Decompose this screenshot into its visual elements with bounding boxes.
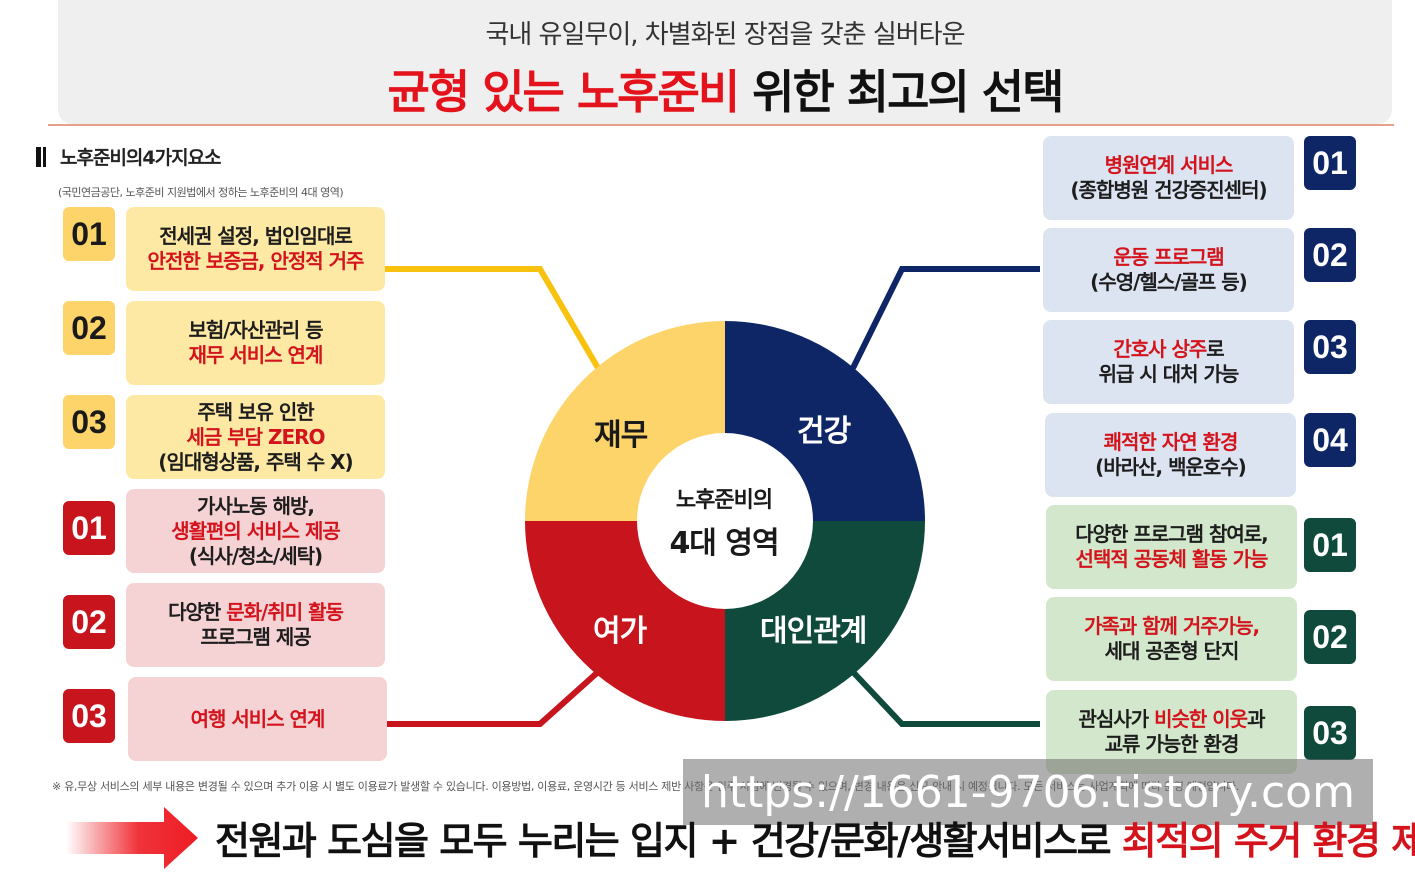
- quadrant-label-relations: 대인관계: [760, 614, 867, 649]
- relation-1-line2: 선택적 공동체 활동 가능: [1075, 547, 1269, 571]
- finance-num-3: 03: [63, 395, 115, 449]
- health-num-1: 01: [1304, 136, 1356, 190]
- health-3-line1-red: 간호사 상주: [1113, 337, 1207, 361]
- finance-num-1: 01: [63, 207, 115, 261]
- relation-2-line2: 세대 공존형 단지: [1104, 639, 1240, 663]
- header-title: 균형 있는 노후준비 위한 최고의 선택: [58, 56, 1392, 122]
- section-title-text: 노후준비의4가지요소: [60, 147, 222, 169]
- center-label: 노후준비의 4대 영역: [654, 482, 794, 562]
- quadrant-label-leisure: 여가: [593, 614, 647, 649]
- health-3-line1: 간호사 상주로: [1113, 337, 1224, 362]
- finance-3-line2: 세금 부담 ZERO: [186, 424, 325, 449]
- health-box-3: 간호사 상주로 위급 시 대처 가능: [1043, 320, 1294, 404]
- leisure-2-line2: 프로그램 제공: [200, 625, 311, 649]
- center-line1: 노후준비의: [675, 488, 773, 513]
- health-num-4: 04: [1304, 413, 1356, 467]
- leisure-box-3: 여행 서비스 연계: [128, 677, 387, 761]
- relation-3-line1: 관심사가 비슷한 이웃과: [1078, 707, 1266, 732]
- health-box-2: 운동 프로그램 (수영/헬스/골프 등): [1043, 228, 1294, 312]
- health-4-line1: 쾌적한 자연 환경: [1103, 430, 1239, 454]
- finance-box-1: 전세권 설정, 법인임대로 안전한 보증금, 안정적 거주: [126, 207, 385, 291]
- section-bar-icon: [36, 146, 46, 167]
- header-title-red: 균형 있는 노후준비: [387, 65, 741, 119]
- connector-relations: [850, 669, 1040, 727]
- relation-box-2: 가족과 함께 거주가능, 세대 공존형 단지: [1046, 597, 1297, 681]
- relation-num-1: 01: [1304, 518, 1356, 572]
- finance-num-2: 02: [63, 301, 115, 355]
- header-divider: [48, 124, 1394, 126]
- finance-2-line1: 보험/자산관리 등: [188, 318, 323, 342]
- finance-box-3: 주택 보유 인한 세금 부담 ZERO (임대형상품, 주택 수 X): [126, 395, 385, 479]
- leisure-3-line1: 여행 서비스 연계: [190, 706, 326, 731]
- leisure-2-line1-black: 다양한: [168, 600, 227, 624]
- connector-leisure: [387, 669, 601, 727]
- health-2-line1: 운동 프로그램: [1113, 245, 1224, 269]
- bottom-message-black: 전원과 도심을 모두 누리는 입지 + 건강/문화/생활서비스로: [215, 819, 1122, 863]
- relation-3-line2: 교류 가능한 환경: [1104, 732, 1240, 756]
- center-line2: 4대 영역: [669, 526, 779, 561]
- leisure-box-1: 가사노동 해방, 생활편의 서비스 제공 (식사/청소/세탁): [126, 489, 385, 573]
- donut-hole: [637, 433, 813, 609]
- leisure-box-2: 다양한 문화/취미 활동 프로그램 제공: [126, 583, 385, 667]
- header-subtitle: 국내 유일무이, 차별화된 장점을 갖춘 실버타운: [485, 20, 965, 50]
- finance-box-2: 보험/자산관리 등 재무 서비스 연계: [126, 301, 385, 385]
- quadrant-label-health: 건강: [797, 414, 851, 449]
- health-3-line1-black: 로: [1206, 337, 1224, 361]
- leisure-2-line1: 다양한 문화/취미 활동: [168, 600, 344, 625]
- connector-health: [850, 266, 1040, 370]
- health-num-2: 02: [1304, 228, 1356, 282]
- health-2-line2: (수영/헬스/골프 등): [1090, 270, 1248, 294]
- leisure-1-line3: (식사/청소/세탁): [188, 543, 323, 568]
- health-box-4: 쾌적한 자연 환경 (바라산, 백운호수): [1045, 413, 1296, 497]
- leisure-num-1: 01: [63, 501, 115, 555]
- bottom-message: 전원과 도심을 모두 누리는 입지 + 건강/문화/생활서비스로 최적의 주거 …: [215, 810, 1415, 865]
- health-1-line2: (종합병원 건강증진센터): [1070, 178, 1267, 202]
- health-1-line1: 병원연계 서비스: [1104, 153, 1234, 177]
- relation-2-line1: 가족과 함께 거주가능,: [1083, 614, 1260, 638]
- leisure-num-2: 02: [63, 595, 115, 649]
- bottom-message-red: 최적의 주거 환경 제공: [1121, 819, 1415, 863]
- finance-2-line2: 재무 서비스 연계: [188, 343, 324, 367]
- health-box-1: 병원연계 서비스 (종합병원 건강증진센터): [1043, 136, 1294, 220]
- section-note: (국민연금공단, 노후준비 지원법에서 정하는 노후준비의 4대 영역): [58, 186, 344, 199]
- header-title-black: 위한 최고의 선택: [738, 65, 1064, 119]
- finance-1-line2: 안전한 보증금, 안정적 거주: [147, 249, 365, 273]
- leisure-num-3: 03: [63, 689, 115, 743]
- header-banner: 국내 유일무이, 차별화된 장점을 갖춘 실버타운 균형 있는 노후준비 위한 …: [58, 0, 1392, 124]
- relation-num-3: 03: [1304, 706, 1356, 760]
- relation-3-line1-a: 관심사가: [1078, 707, 1155, 731]
- watermark: https://1661-9706.tistory.com: [683, 759, 1373, 825]
- leisure-1-line1: 가사노동 해방,: [197, 493, 315, 518]
- relation-3-line1-red: 비슷한 이웃: [1154, 707, 1248, 731]
- leisure-1-line2: 생활편의 서비스 제공: [171, 518, 341, 543]
- health-num-3: 03: [1304, 320, 1356, 374]
- relation-num-2: 02: [1304, 610, 1356, 664]
- leisure-2-line1-red: 문화/취미 활동: [226, 600, 344, 624]
- relation-1-line1: 다양한 프로그램 참여로,: [1075, 522, 1269, 546]
- section-title: 노후준비의4가지요소: [36, 143, 222, 170]
- relation-3-line1-b: 과: [1247, 707, 1265, 731]
- health-4-line2: (바라산, 백운호수): [1095, 455, 1247, 479]
- arrow-right-icon: [66, 807, 198, 869]
- relation-box-1: 다양한 프로그램 참여로, 선택적 공동체 활동 가능: [1046, 505, 1297, 589]
- quadrant-label-finance: 재무: [594, 418, 648, 453]
- finance-3-line3: (임대형상품, 주택 수 X): [158, 449, 353, 474]
- health-3-line2: 위급 시 대처 가능: [1098, 362, 1240, 386]
- connector-finance: [385, 266, 601, 370]
- finance-1-line1: 전세권 설정, 법인임대로: [159, 224, 353, 248]
- finance-3-line1: 주택 보유 인한: [197, 399, 314, 424]
